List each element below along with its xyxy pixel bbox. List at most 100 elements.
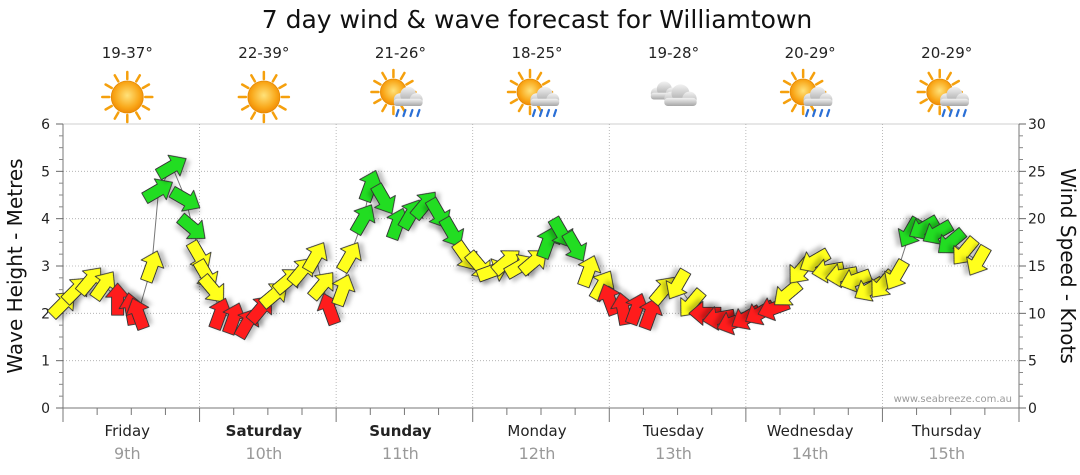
wind-arrow — [349, 204, 376, 236]
right-axis-ticks: 0 5 10 15 20 25 30 — [1019, 117, 1046, 417]
day-date-label: 15th — [928, 444, 965, 463]
sun-ray — [399, 71, 406, 81]
y2-tick-label: 5 — [1028, 354, 1037, 370]
wind-arrow — [884, 258, 910, 290]
sun-ray — [278, 83, 287, 90]
rain-drop — [545, 108, 551, 118]
day-date-label: 11th — [382, 444, 419, 463]
sun-ray — [782, 79, 792, 86]
sun-ray — [135, 74, 142, 83]
rain-drop — [812, 108, 817, 118]
day-temperature: 19-37° — [102, 44, 153, 62]
rain-drop — [826, 108, 831, 118]
wind-arrow — [141, 178, 173, 204]
day-date-label: 12th — [519, 444, 556, 463]
cloud-shape — [803, 86, 833, 106]
rain-drop — [805, 108, 810, 118]
sun-ray — [240, 104, 250, 111]
y2-tick-label: 0 — [1028, 401, 1037, 417]
sun-showers-icon — [506, 68, 560, 118]
y-tick-label: 0 — [41, 401, 50, 417]
wind-arrow — [966, 243, 992, 276]
wind-arrow — [154, 154, 187, 181]
day-headers: 19-37° 22-39° 21-26° 18-25° 19-28° 20-29° 20-2… — [101, 44, 972, 124]
sun-ray — [250, 111, 257, 120]
sunny-icon — [237, 70, 291, 124]
day-temperature: 18-25° — [511, 44, 562, 62]
sun-disc — [247, 80, 281, 114]
day-date-label: 14th — [792, 444, 829, 463]
sun-ray — [113, 74, 120, 83]
wind-arrow — [517, 250, 547, 277]
sun-ray — [381, 71, 388, 81]
x-axis-ticks — [62, 408, 1020, 422]
sun-ray — [919, 79, 928, 86]
sun-ray — [945, 71, 952, 81]
rain-drop — [538, 108, 544, 118]
wind-arrow — [125, 297, 150, 331]
sun-ray — [240, 83, 250, 90]
wind-arrow — [438, 215, 465, 248]
day-date-label: 10th — [245, 444, 282, 463]
sun-ray — [809, 103, 816, 113]
wind-arrow — [825, 263, 859, 289]
sun-ray — [509, 98, 519, 105]
rain-drop — [941, 108, 946, 118]
wind-arrow — [336, 242, 362, 274]
cloud-shape — [664, 84, 697, 107]
day-temperature: 19-28° — [648, 44, 699, 62]
y2-axis-label: Wind Speed - Knots — [1056, 168, 1080, 364]
wind-arrow — [665, 267, 692, 300]
sun-ray — [790, 71, 797, 81]
sun-ray — [141, 83, 151, 90]
day-temperature: 21-26° — [375, 44, 426, 62]
sun-ray — [373, 98, 382, 105]
wind-arrow — [89, 271, 116, 302]
wind-arrow — [370, 182, 396, 215]
wind-arrow — [638, 297, 663, 331]
y2-tick-label: 30 — [1028, 117, 1046, 133]
left-axis-ticks: 0 1 2 3 4 5 6 — [41, 117, 63, 417]
rain-drop — [819, 108, 824, 118]
day-name-label: Tuesday — [642, 422, 704, 440]
sun-ray — [536, 71, 543, 81]
sun-ray — [135, 111, 142, 120]
sun-ray — [536, 103, 543, 113]
wind-arrow — [168, 186, 201, 212]
sun-ray — [509, 79, 519, 86]
sun-ray — [927, 103, 934, 113]
wind-arrow — [577, 255, 602, 289]
sun-ray — [945, 103, 952, 113]
chart-title: 7 day wind & wave forecast for Williamto… — [262, 5, 813, 34]
day-name-label: Wednesday — [767, 422, 854, 440]
sun-ray — [782, 98, 792, 105]
cloud-shape — [393, 86, 423, 106]
sun-ray — [373, 79, 382, 86]
y-axis-label: Wave Height - Metres — [3, 158, 27, 373]
day-temperature: 20-29° — [785, 44, 836, 62]
rain-drop — [409, 108, 414, 118]
day-name-label: Monday — [507, 422, 566, 440]
sun-ray — [141, 104, 151, 111]
wind-arrows — [46, 154, 992, 341]
y-tick-label: 5 — [41, 164, 50, 180]
day-labels: Friday 9th Saturday 10th Sunday 11th Monday 12t… — [105, 422, 982, 463]
y2-tick-label: 15 — [1028, 259, 1046, 275]
sun-disc — [110, 80, 144, 114]
sun-showers-icon — [916, 68, 969, 118]
day-name-label: Friday — [105, 422, 151, 440]
sun-showers-icon — [779, 68, 833, 118]
y-tick-label: 6 — [41, 117, 50, 133]
wind-arrow — [302, 242, 328, 274]
sun-ray — [927, 71, 934, 81]
sun-ray — [399, 103, 406, 113]
wind-arrow — [358, 170, 383, 204]
sun-ray — [271, 111, 278, 120]
sunny-icon — [101, 70, 154, 124]
wind-arrow — [561, 229, 587, 262]
sun-showers-icon — [370, 68, 423, 118]
rain-drop — [948, 108, 953, 118]
wind-arrow — [839, 268, 873, 293]
y2-tick-label: 20 — [1028, 212, 1046, 228]
